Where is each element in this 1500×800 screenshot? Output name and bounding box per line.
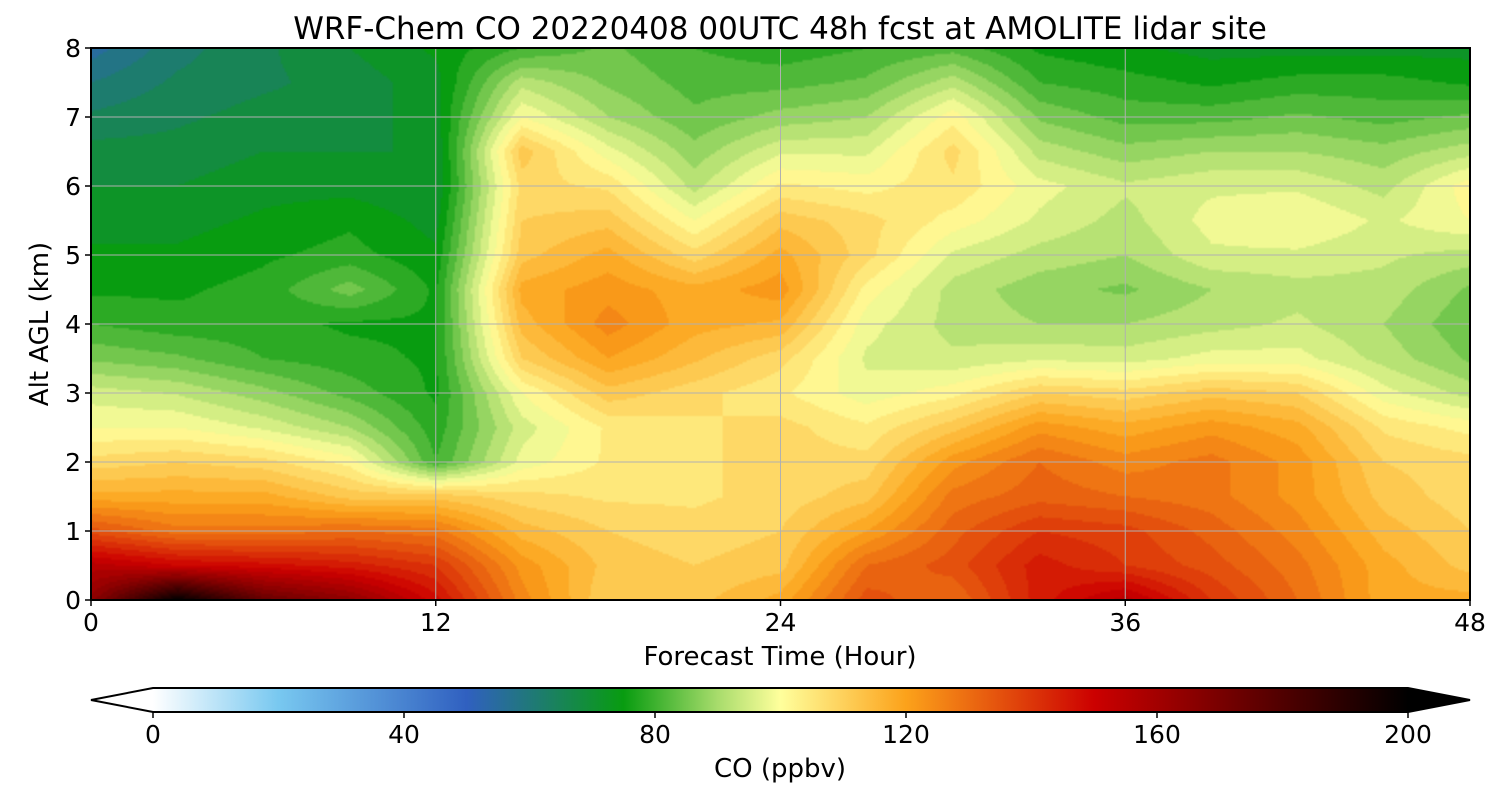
y-tick-label: 6 [65,172,81,201]
y-axis-ticks: 0 1 2 3 4 5 6 7 8 [65,34,91,615]
chart-title: WRF-Chem CO 20220408 00UTC 48h fcst at A… [293,11,1267,47]
colorbar: 0 40 80 120 160 200 CO (ppbv) [90,687,1471,784]
colorbar-label: CO (ppbv) [714,754,846,784]
y-tick-label: 1 [65,517,81,546]
x-tick-label: 0 [83,608,99,637]
colorbar-body [153,688,1408,712]
y-axis-label: Alt AGL (km) [25,242,55,406]
y-tick-label: 3 [65,379,81,408]
y-tick-label: 0 [65,586,81,615]
colorbar-low-extension [91,688,153,712]
colorbar-tick-label: 120 [882,720,930,749]
colorbar-ticks: 0 40 80 120 160 200 [145,712,1432,749]
gridlines [91,48,1470,600]
colorbar-tick-label: 80 [639,720,671,749]
colorbar-tick-label: 160 [1133,720,1181,749]
x-tick-label: 48 [1454,608,1486,637]
colorbar-tick-label: 0 [145,720,161,749]
colorbar-high-extension [1408,688,1470,712]
y-tick-label: 8 [65,34,81,63]
y-tick-label: 2 [65,448,81,477]
y-tick-label: 7 [65,103,81,132]
colorbar-tick-label: 40 [388,720,420,749]
x-tick-label: 24 [765,608,797,637]
y-tick-label: 5 [65,241,81,270]
x-axis-ticks: 0 12 24 36 48 [83,600,1486,637]
y-tick-label: 4 [65,310,81,339]
colorbar-tick-label: 200 [1384,720,1432,749]
x-tick-label: 12 [420,608,452,637]
x-tick-label: 36 [1109,608,1141,637]
x-axis-label: Forecast Time (Hour) [643,642,916,672]
